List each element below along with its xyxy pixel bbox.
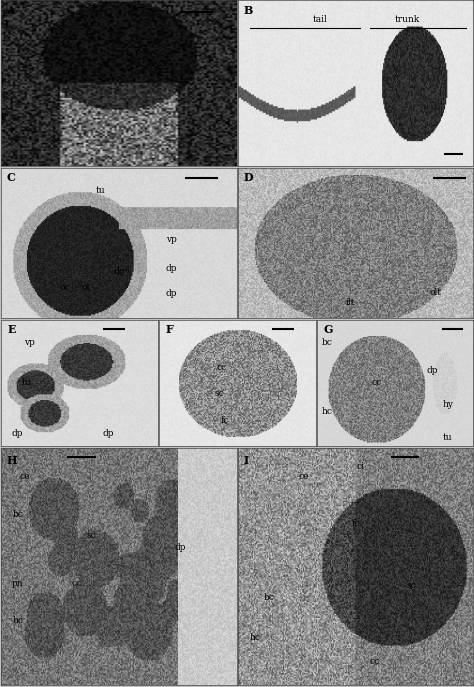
Text: sc: sc (407, 581, 417, 590)
Text: dp: dp (102, 429, 114, 438)
Text: sc: sc (86, 531, 96, 540)
Text: hy: hy (442, 400, 453, 409)
Text: F: F (166, 324, 173, 335)
Text: olt: olt (429, 288, 441, 297)
Text: hc: hc (321, 407, 332, 416)
Text: hc: hc (12, 616, 23, 625)
Text: hc: hc (249, 633, 260, 642)
Text: tu: tu (22, 379, 31, 387)
Text: cc: cc (217, 363, 227, 372)
Text: I: I (243, 455, 248, 466)
Text: trunk: trunk (394, 15, 419, 25)
Text: cc: cc (369, 657, 379, 666)
Text: bc: bc (264, 593, 274, 602)
Text: ilt: ilt (346, 298, 356, 308)
Text: ce: ce (299, 472, 309, 481)
Text: bc: bc (12, 510, 23, 519)
Text: dp: dp (165, 289, 177, 298)
Text: pn: pn (12, 578, 24, 587)
Text: dp: dp (11, 429, 23, 438)
Text: B: B (243, 5, 253, 16)
Text: dp: dp (175, 543, 186, 552)
Text: G: G (324, 324, 333, 335)
Text: tu: tu (96, 186, 105, 195)
Text: tu: tu (443, 433, 453, 442)
Text: ot: ot (82, 284, 91, 293)
Text: fc: fc (351, 519, 360, 528)
Text: fc: fc (221, 416, 229, 425)
Text: E: E (8, 324, 16, 335)
Text: cc: cc (371, 379, 382, 387)
Text: ce: ce (20, 472, 30, 481)
Text: sc: sc (214, 389, 224, 398)
Text: tail: tail (313, 15, 328, 25)
Text: dg: dg (113, 267, 125, 276)
Text: bc: bc (321, 338, 332, 347)
Text: dp: dp (427, 366, 438, 375)
Text: A: A (6, 5, 15, 16)
Text: vp: vp (165, 236, 176, 245)
Text: cc: cc (72, 578, 82, 587)
Text: H: H (6, 455, 17, 466)
Text: D: D (243, 172, 253, 183)
Text: dp: dp (165, 264, 177, 273)
Text: C: C (6, 172, 15, 183)
Text: ci: ci (356, 462, 364, 471)
Text: oc: oc (60, 284, 70, 293)
Text: vp: vp (24, 338, 35, 347)
